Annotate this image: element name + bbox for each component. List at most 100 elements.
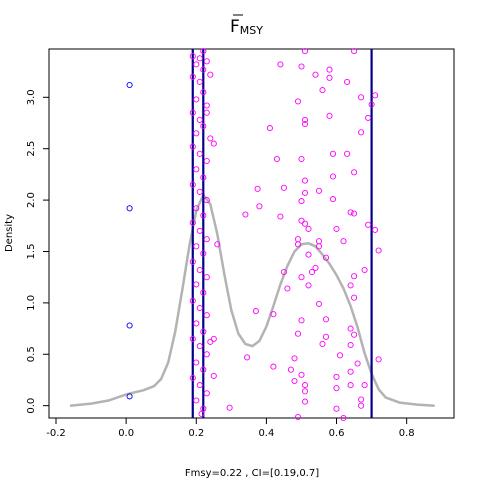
data-point xyxy=(305,225,312,232)
data-point xyxy=(322,333,330,340)
data-point xyxy=(200,174,207,181)
data-point xyxy=(347,209,354,216)
data-point xyxy=(200,48,207,55)
y-tick-label: 0.5 xyxy=(26,346,37,362)
data-point xyxy=(203,58,210,65)
data-point xyxy=(326,112,333,119)
data-point xyxy=(244,354,251,361)
data-point xyxy=(193,130,200,137)
data-point xyxy=(301,388,309,395)
data-point xyxy=(333,373,340,380)
data-point xyxy=(203,390,210,397)
x-tick-label: 0.8 xyxy=(399,428,415,439)
data-point xyxy=(189,297,196,304)
data-point xyxy=(336,352,344,359)
x-tick-label: 0.6 xyxy=(329,428,345,439)
data-point xyxy=(301,220,309,227)
data-point xyxy=(305,251,312,258)
data-point xyxy=(252,308,259,315)
data-point xyxy=(193,205,200,212)
data-point xyxy=(347,368,354,375)
data-point xyxy=(189,258,196,265)
data-point xyxy=(273,155,280,163)
data-point xyxy=(361,382,368,389)
data-point xyxy=(270,363,277,370)
data-point xyxy=(200,405,207,412)
data-point xyxy=(365,114,372,121)
data-point xyxy=(301,177,309,184)
data-point xyxy=(375,356,382,363)
x-axis-title: Fmsy=0.22 , CI=[0.19,0.7] xyxy=(185,468,319,479)
data-point xyxy=(277,213,284,220)
data-point xyxy=(210,372,217,379)
data-point xyxy=(351,273,358,280)
data-point xyxy=(358,94,365,101)
data-point xyxy=(322,254,330,261)
data-point xyxy=(193,243,200,250)
data-point xyxy=(207,135,214,142)
data-point xyxy=(301,398,309,405)
data-point xyxy=(375,247,382,254)
data-point xyxy=(333,225,340,232)
data-point xyxy=(189,335,196,342)
data-point xyxy=(203,351,210,358)
data-point xyxy=(329,150,337,157)
data-point xyxy=(189,73,196,80)
data-point xyxy=(298,371,305,378)
data-point xyxy=(372,226,379,233)
data-point xyxy=(126,393,133,400)
data-point xyxy=(315,300,323,307)
data-point xyxy=(287,366,294,373)
data-point xyxy=(308,268,316,276)
data-point xyxy=(340,414,347,422)
vertical-lines xyxy=(191,49,373,418)
data-point xyxy=(196,116,203,123)
data-point xyxy=(189,181,196,188)
data-point xyxy=(340,238,347,245)
data-point xyxy=(203,197,210,204)
data-point xyxy=(203,236,210,243)
data-point xyxy=(193,359,200,366)
data-point xyxy=(347,325,354,332)
data-point xyxy=(189,109,196,116)
data-point xyxy=(333,385,340,392)
data-point xyxy=(319,87,326,94)
data-point xyxy=(347,382,354,389)
data-point xyxy=(210,335,217,342)
data-point xyxy=(189,53,196,60)
data-point xyxy=(193,281,200,288)
y-tick-label: 1.5 xyxy=(26,244,37,260)
data-point xyxy=(305,282,312,289)
data-point xyxy=(315,187,323,194)
data-point xyxy=(301,48,309,55)
data-point xyxy=(189,143,196,150)
data-point xyxy=(200,123,207,130)
data-point xyxy=(200,89,207,96)
data-point xyxy=(319,340,326,348)
data-point xyxy=(196,266,203,274)
data-point xyxy=(291,377,298,385)
data-point xyxy=(358,402,365,409)
data-point xyxy=(203,109,210,116)
y-tick-label: 3.0 xyxy=(26,89,37,105)
data-point xyxy=(358,396,365,403)
chart-title: FMSY xyxy=(230,14,263,37)
data-point xyxy=(312,264,319,271)
data-point xyxy=(196,78,203,85)
data-point xyxy=(333,405,340,412)
data-point xyxy=(203,274,210,281)
data-point xyxy=(200,66,207,73)
data-point xyxy=(126,205,133,212)
data-point xyxy=(361,266,368,274)
data-point xyxy=(329,173,337,180)
data-point xyxy=(326,74,333,81)
data-point xyxy=(193,166,200,173)
data-point xyxy=(277,61,284,68)
data-point xyxy=(193,96,200,103)
density-curve xyxy=(69,192,435,407)
data-point xyxy=(200,212,207,219)
data-point xyxy=(298,217,305,224)
data-point xyxy=(196,343,203,350)
data-point xyxy=(189,374,196,381)
data-point xyxy=(368,101,375,108)
